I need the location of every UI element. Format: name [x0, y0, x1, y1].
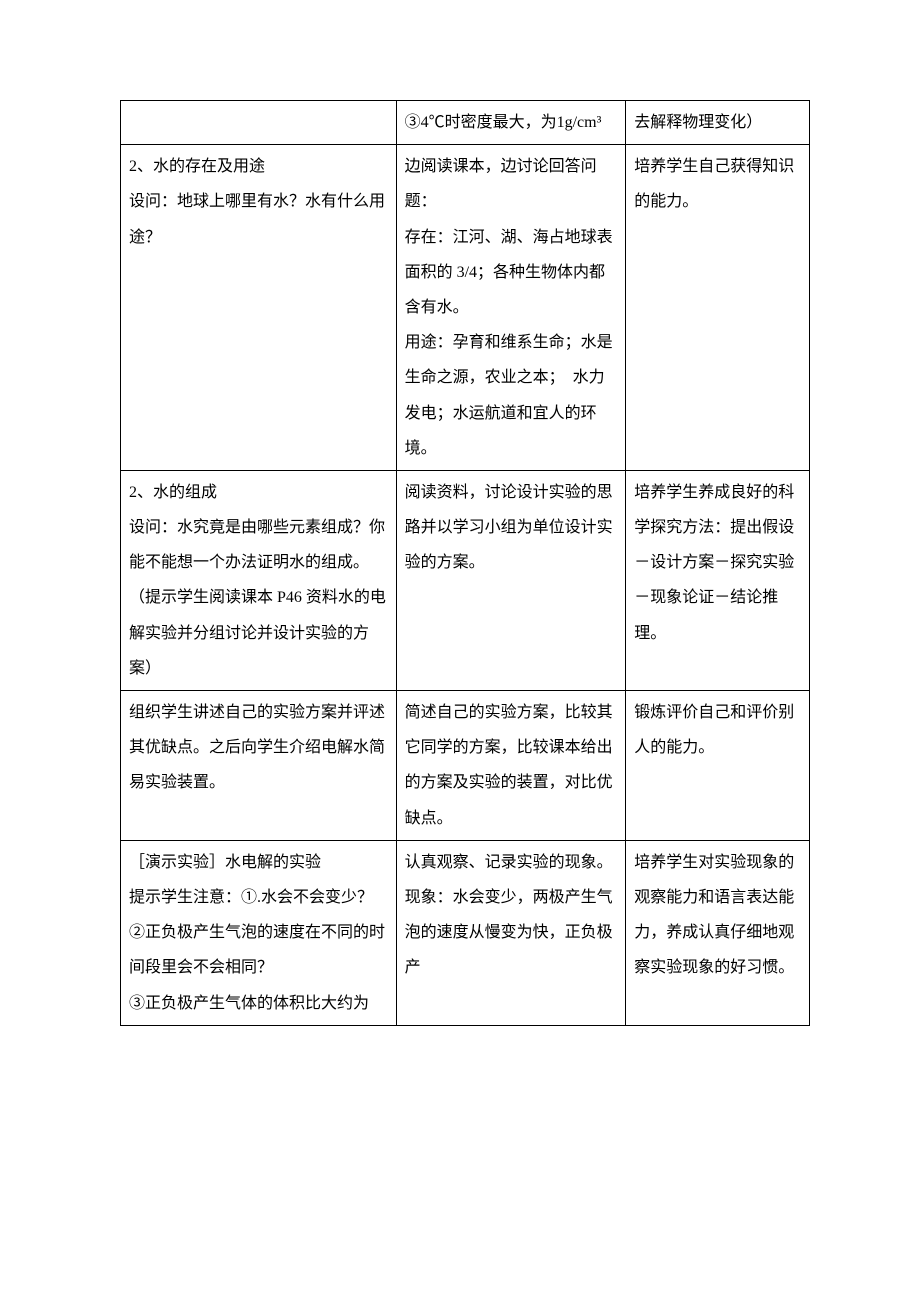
cell-text: 培养学生对实验现象的观察能力和语言表达能力，养成认真仔细地观察实验现象的好习惯。 — [634, 854, 794, 977]
cell-purpose: 去解释物理变化） — [626, 101, 810, 145]
cell-activity: ［演示实验］水电解的实验提示学生注意：①.水会不会变少？②正负极产生气泡的速度在… — [121, 840, 397, 1025]
cell-text: 培养学生养成良好的科学探究方法：提出假设－设计方案－探究实验－现象论证－结论推理… — [634, 484, 794, 642]
cell-text: 2、水的组成设问：水究竟是由哪些元素组成？你能不能想一个办法证明水的组成。（提示… — [129, 484, 386, 677]
cell-text: 培养学生自己获得知识的能力。 — [634, 158, 794, 210]
cell-activity: 组织学生讲述自己的实验方案并评述其优缺点。之后向学生介绍电解水简易实验装置。 — [121, 691, 397, 841]
table-row: ③4℃时密度最大，为1g/cm³ 去解释物理变化） — [121, 101, 810, 145]
cell-purpose: 培养学生对实验现象的观察能力和语言表达能力，养成认真仔细地观察实验现象的好习惯。 — [626, 840, 810, 1025]
cell-purpose: 锻炼评价自己和评价别人的能力。 — [626, 691, 810, 841]
cell-text: 2、水的存在及用途设问：地球上哪里有水？水有什么用途？ — [129, 158, 385, 245]
cell-student: 认真观察、记录实验的现象。现象：水会变少，两极产生气泡的速度从慢变为快，正负极产 — [396, 840, 626, 1025]
cell-text: ［演示实验］水电解的实验提示学生注意：①.水会不会变少？②正负极产生气泡的速度在… — [129, 854, 385, 1012]
cell-text: 阅读资料，讨论设计实验的思路并以学习小组为单位设计实验的方案。 — [405, 484, 613, 571]
cell-activity: 2、水的存在及用途设问：地球上哪里有水？水有什么用途？ — [121, 145, 397, 471]
cell-text: 组织学生讲述自己的实验方案并评述其优缺点。之后向学生介绍电解水简易实验装置。 — [129, 704, 385, 791]
cell-student: 边阅读课本，边讨论回答问题：存在：江河、湖、海占地球表面积的 3/4；各种生物体… — [396, 145, 626, 471]
cell-purpose: 培养学生养成良好的科学探究方法：提出假设－设计方案－探究实验－现象论证－结论推理… — [626, 470, 810, 690]
cell-purpose: 培养学生自己获得知识的能力。 — [626, 145, 810, 471]
cell-text: 简述自己的实验方案，比较其它同学的方案，比较课本给出的方案及实验的装置，对比优缺… — [405, 704, 613, 827]
cell-student: ③4℃时密度最大，为1g/cm³ — [396, 101, 626, 145]
table-row: 组织学生讲述自己的实验方案并评述其优缺点。之后向学生介绍电解水简易实验装置。 简… — [121, 691, 810, 841]
document-page: ③4℃时密度最大，为1g/cm³ 去解释物理变化） 2、水的存在及用途设问：地球… — [0, 0, 920, 1302]
table-row: ［演示实验］水电解的实验提示学生注意：①.水会不会变少？②正负极产生气泡的速度在… — [121, 840, 810, 1025]
lesson-plan-table: ③4℃时密度最大，为1g/cm³ 去解释物理变化） 2、水的存在及用途设问：地球… — [120, 100, 810, 1026]
cell-text: ③4℃时密度最大，为1g/cm³ — [405, 114, 602, 131]
cell-student: 简述自己的实验方案，比较其它同学的方案，比较课本给出的方案及实验的装置，对比优缺… — [396, 691, 626, 841]
cell-text: 认真观察、记录实验的现象。现象：水会变少，两极产生气泡的速度从慢变为快，正负极产 — [405, 854, 613, 977]
table-row: 2、水的存在及用途设问：地球上哪里有水？水有什么用途？ 边阅读课本，边讨论回答问… — [121, 145, 810, 471]
cell-activity: 2、水的组成设问：水究竟是由哪些元素组成？你能不能想一个办法证明水的组成。（提示… — [121, 470, 397, 690]
cell-activity — [121, 101, 397, 145]
cell-student: 阅读资料，讨论设计实验的思路并以学习小组为单位设计实验的方案。 — [396, 470, 626, 690]
cell-text: 边阅读课本，边讨论回答问题：存在：江河、湖、海占地球表面积的 3/4；各种生物体… — [405, 158, 613, 457]
cell-text: 去解释物理变化） — [634, 114, 762, 131]
table-row: 2、水的组成设问：水究竟是由哪些元素组成？你能不能想一个办法证明水的组成。（提示… — [121, 470, 810, 690]
cell-text: 锻炼评价自己和评价别人的能力。 — [634, 704, 794, 756]
